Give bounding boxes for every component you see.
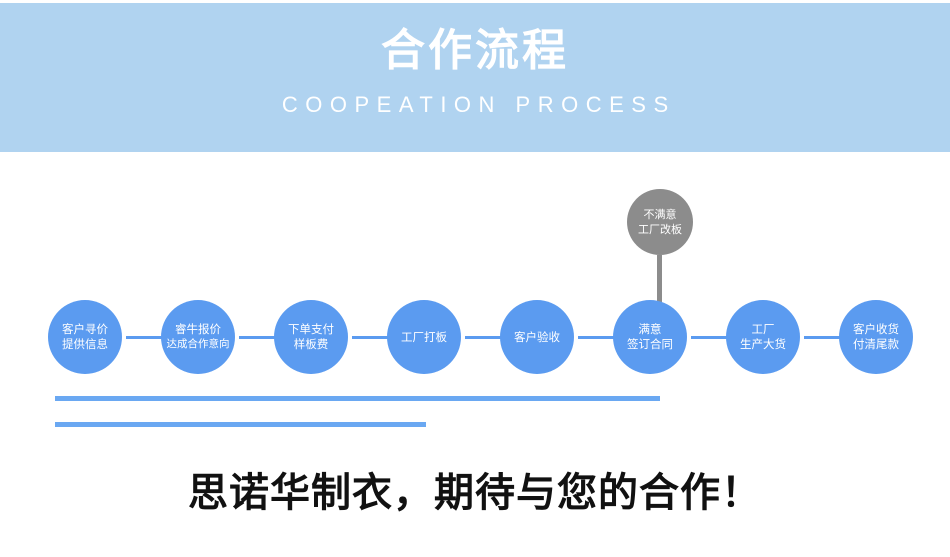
flow-node-step-2[interactable]: 睿牛报价 达成合作意向 [161,300,235,374]
flow-node-step-6-line-2: 签订合同 [627,337,673,351]
flow-node-step-4-line-1: 工厂打板 [401,329,447,344]
branch-connector [657,255,662,303]
flow-node-branch-line-1: 不满意 [643,208,677,221]
flow-node-step-3-line-2: 样板费 [293,337,329,351]
connector-5-6 [578,336,614,339]
flow-node-step-3[interactable]: 下单支付 样板费 [274,300,348,374]
connector-6-7 [691,336,727,339]
connector-7-8 [804,336,840,339]
flow-node-step-8[interactable]: 客户收货 付清尾款 [839,300,913,374]
page-title: 合作流程 [381,25,569,76]
flow-node-step-7[interactable]: 工厂 生产大货 [726,300,800,374]
flow-node-step-1-line-1: 客户寻价 [62,322,108,336]
connector-1-2 [126,336,162,339]
flow-node-step-6[interactable]: 满意 签订合同 [613,300,687,374]
flow-node-step-2-line-1: 睿牛报价 [175,322,221,336]
connector-2-3 [239,336,275,339]
flow-node-branch-rework[interactable]: 不满意 工厂改板 [627,189,693,255]
decor-rule-top [55,396,660,401]
process-flow-diagram: 不满意 工厂改板 客户寻价 提供信息 睿牛报价 达成合作意向 下单支付 样板费 … [0,152,950,402]
connector-3-4 [352,336,388,339]
flow-node-step-5-line-1: 客户验收 [514,329,560,344]
flow-node-step-1-line-2: 提供信息 [62,337,108,351]
decor-rule-bottom [55,422,426,427]
flow-node-step-8-line-2: 付清尾款 [853,337,899,351]
footer-slogan: 思诺华制衣，期待与您的合作！ [188,469,762,516]
flow-node-step-5[interactable]: 客户验收 [500,300,574,374]
flow-node-step-8-line-1: 客户收货 [853,322,899,336]
flow-node-step-2-line-2: 达成合作意向 [166,338,230,350]
flow-node-step-7-line-1: 工厂 [751,322,775,336]
flow-node-step-7-line-2: 生产大货 [740,337,786,351]
header-band: 合作流程 COOPEATION PROCESS [0,3,950,152]
page-subtitle: COOPEATION PROCESS [281,92,676,117]
flow-node-branch-line-2: 工厂改板 [638,223,682,236]
flow-node-step-3-line-1: 下单支付 [288,322,334,336]
flow-node-step-1[interactable]: 客户寻价 提供信息 [48,300,122,374]
flow-node-step-6-line-1: 满意 [638,322,662,336]
connector-4-5 [465,336,501,339]
flow-node-step-4[interactable]: 工厂打板 [387,300,461,374]
